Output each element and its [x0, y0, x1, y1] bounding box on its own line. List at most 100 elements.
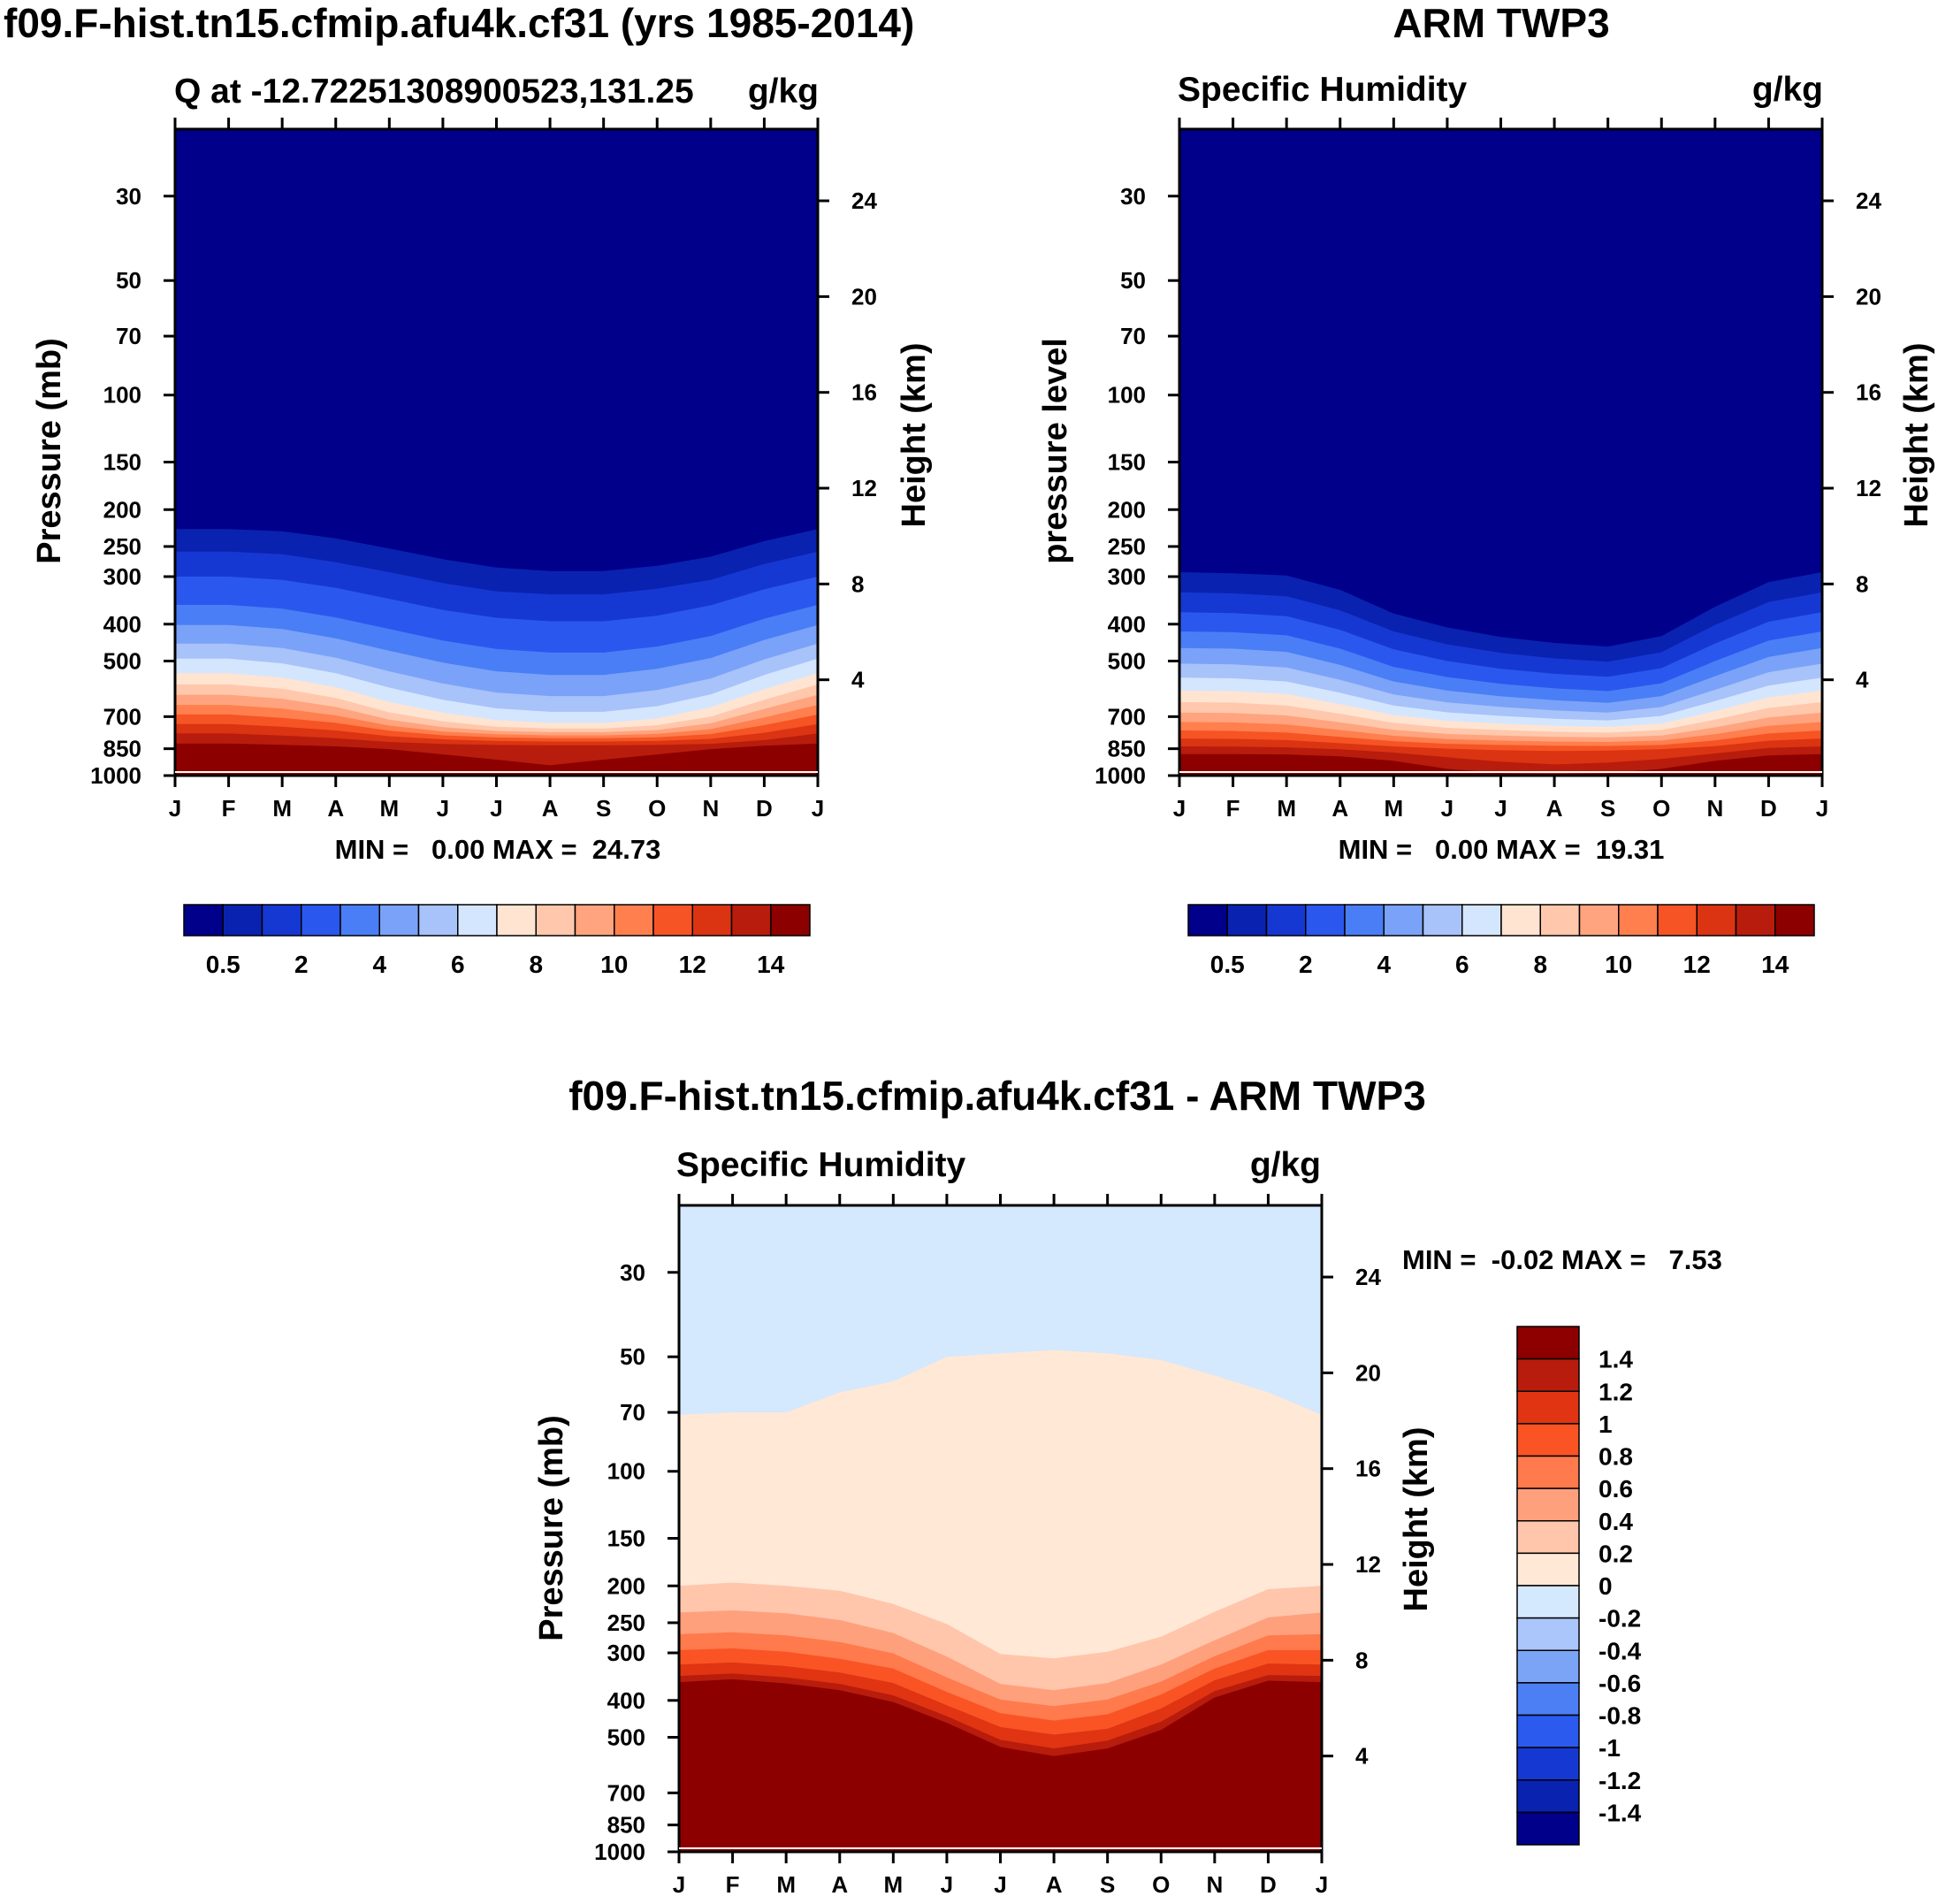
colorbar-label: 14	[757, 951, 785, 978]
colorbar-label: -0.8	[1598, 1702, 1641, 1730]
colorbar-box	[1516, 1390, 1580, 1425]
colorbar-box	[378, 904, 420, 937]
colorbar-label: 1.2	[1598, 1378, 1633, 1405]
x-tick-label: M	[1384, 795, 1403, 822]
x-tick-label: J	[490, 795, 502, 822]
y-tick-label: 100	[103, 382, 141, 409]
y-tick-label: 30	[116, 183, 141, 210]
y-tick-label: 400	[103, 611, 141, 638]
colorbar-box	[1516, 1520, 1580, 1555]
x-tick-label: D	[756, 795, 773, 822]
panel-obs-right-subtitle: g/kg	[1752, 71, 1823, 109]
x-tick-label: S	[1600, 795, 1615, 822]
y-tick-label: 250	[607, 1610, 645, 1636]
colorbar-label: -1.4	[1598, 1799, 1642, 1826]
colorbar-label: 2	[294, 951, 309, 978]
colorbar-box	[770, 904, 811, 937]
panel-obs-y-axis-label: pressure level	[1037, 338, 1074, 564]
panel-diff-title: f09.F-hist.tn15.cfmip.afu4k.cf31 - ARM T…	[568, 1073, 1426, 1119]
y-tick-label: 250	[103, 533, 141, 560]
x-tick-label: S	[596, 795, 611, 822]
y-tick-label: 200	[607, 1572, 645, 1599]
colorbar-box	[1265, 904, 1307, 937]
panel-diff-y2-axis-label: Height (km)	[1398, 1427, 1435, 1612]
y-tick-label: 500	[1108, 647, 1146, 674]
colorbar-box	[1187, 904, 1228, 937]
colorbar-box	[691, 904, 733, 937]
y2-tick-label: 20	[1856, 283, 1881, 310]
colorbar-box	[340, 904, 380, 937]
colorbar-box	[1516, 1552, 1580, 1587]
x-tick-label: J	[1316, 1871, 1328, 1898]
y-tick-label: 70	[1120, 323, 1146, 349]
colorbar-label: 2	[1299, 951, 1313, 978]
colorbar-box	[1578, 904, 1620, 937]
panel-model-plot-area: J F M A M J J A S O N D J 30 50 70 100 150 200 250 300 400 500…	[90, 118, 877, 822]
colorbar-label: 8	[1533, 951, 1547, 978]
colorbar-box	[1657, 904, 1698, 937]
y-tick-label: 700	[103, 703, 141, 730]
colorbar-box	[614, 904, 654, 937]
y-tick-label: 200	[103, 496, 141, 523]
panel-diff: f09.F-hist.tn15.cfmip.afu4k.cf31 - ARM T…	[533, 1073, 1722, 1898]
x-tick-label: M	[1277, 795, 1296, 822]
x-tick-label: M	[379, 795, 399, 822]
colorbar-box	[1539, 904, 1581, 937]
y2-tick-label: 8	[1355, 1647, 1368, 1673]
colorbar-box	[535, 904, 576, 937]
y-tick-label: 150	[1108, 449, 1146, 476]
x-tick-label: D	[1260, 1871, 1277, 1898]
x-tick-label: F	[1226, 795, 1240, 822]
y-tick-label: 300	[103, 563, 141, 590]
colorbar-box	[1516, 1357, 1580, 1392]
y2-tick-label: 24	[1355, 1264, 1381, 1290]
colorbar-box	[1516, 1747, 1580, 1781]
panel-obs-minmax: MIN = 0.00 MAX = 19.31	[1339, 834, 1665, 865]
x-tick-label: J	[1816, 795, 1828, 822]
y2-tick-label: 20	[1355, 1359, 1381, 1386]
x-tick-label: J	[673, 1871, 685, 1898]
panel-diff-minmax: MIN = -0.02 MAX = 7.53	[1402, 1244, 1722, 1275]
colorbar-label: 0.6	[1598, 1475, 1633, 1503]
y-tick-label: 30	[620, 1259, 645, 1286]
x-tick-label: A	[831, 1871, 848, 1898]
colorbar-box	[1774, 904, 1815, 937]
colorbar-label: 10	[600, 951, 628, 978]
y-tick-label: 300	[607, 1640, 645, 1666]
y2-tick-label: 4	[851, 667, 865, 693]
x-tick-label: A	[1546, 795, 1563, 822]
y2-tick-label: 20	[851, 283, 877, 310]
y-tick-label: 200	[1108, 496, 1146, 523]
x-tick-label: F	[222, 795, 236, 822]
colorbar-label: 0.5	[206, 951, 240, 978]
y-tick-label: 250	[1108, 533, 1146, 560]
x-tick-label: A	[542, 795, 559, 822]
panel-obs: ARM TWP3 Specific Humidity g/kg J F M A M J J A…	[1037, 0, 1935, 978]
colorbar-box	[1516, 1682, 1580, 1717]
y2-tick-label: 16	[851, 379, 877, 406]
y2-tick-label: 8	[851, 570, 864, 597]
x-tick-label: A	[1331, 795, 1348, 822]
colorbar-box	[1305, 904, 1346, 937]
x-tick-label: J	[1173, 795, 1186, 822]
y-tick-label: 700	[607, 1779, 645, 1806]
colorbar-box	[1500, 904, 1541, 937]
x-tick-label: N	[1706, 795, 1723, 822]
colorbar-label: -0.2	[1598, 1605, 1641, 1633]
x-tick-label: M	[776, 1871, 796, 1898]
colorbar-label: 0.5	[1210, 951, 1245, 978]
x-tick-label: N	[1206, 1871, 1223, 1898]
colorbar-box	[652, 904, 693, 937]
y2-tick-label: 12	[1856, 475, 1881, 501]
colorbar-box	[1461, 904, 1502, 937]
colorbar-label: 8	[529, 951, 543, 978]
y-tick-label: 150	[103, 449, 141, 476]
x-tick-label: J	[994, 1871, 1006, 1898]
y2-tick-label: 4	[1355, 1743, 1369, 1770]
x-tick-label: A	[327, 795, 344, 822]
panel-diff-y-axis-label: Pressure (mb)	[533, 1415, 570, 1641]
x-tick-label: F	[726, 1871, 740, 1898]
y-tick-label: 1000	[594, 1839, 645, 1865]
y2-tick-label: 12	[851, 475, 877, 501]
